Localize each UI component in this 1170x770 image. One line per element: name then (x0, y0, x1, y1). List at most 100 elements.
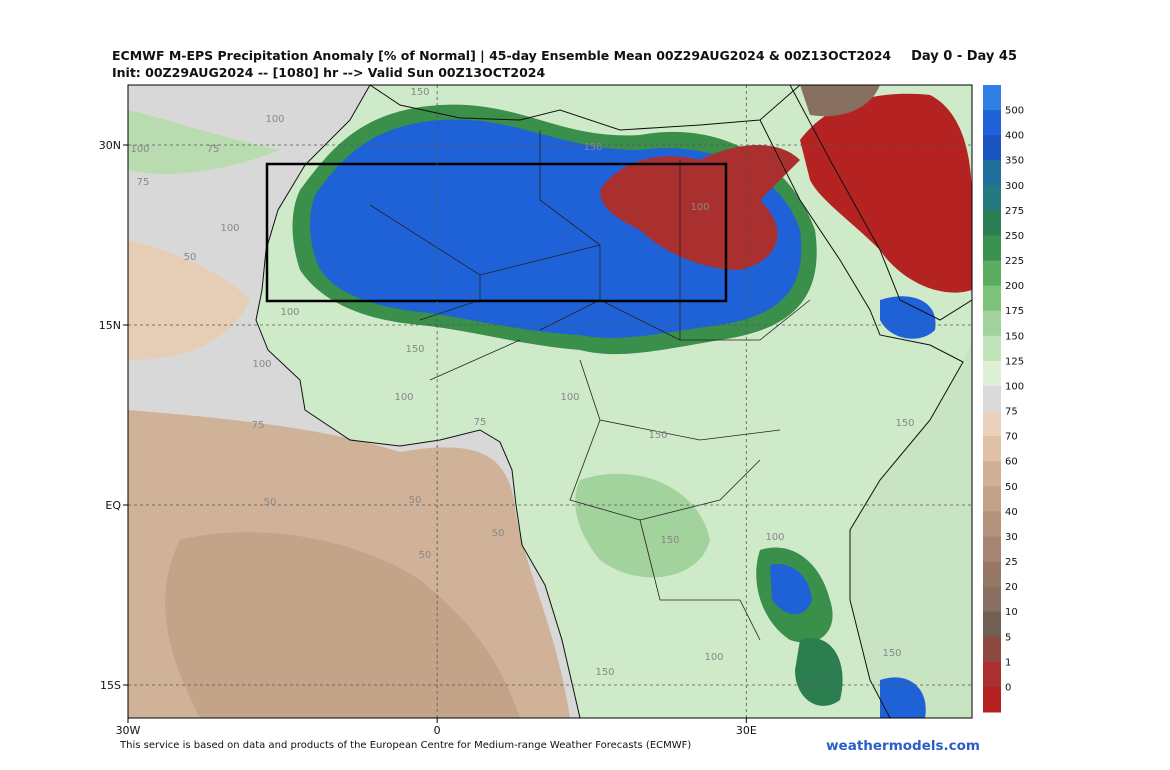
colorbar-swatch (983, 511, 1001, 537)
contour-label: 75 (137, 177, 150, 188)
colorbar-swatch (983, 536, 1001, 563)
colorbar-swatch (983, 586, 1001, 613)
lat-label: 15S (100, 679, 121, 692)
colorbar-label: 250 (1005, 231, 1024, 242)
colorbar-swatch (983, 110, 1001, 136)
colorbar-swatch (983, 385, 1001, 412)
colorbar-label: 100 (1005, 381, 1024, 392)
contour-label: 75 (474, 417, 487, 428)
contour-label: 150 (882, 648, 901, 659)
colorbar-swatch (983, 661, 1001, 688)
footer: This service is based on data and produc… (119, 740, 691, 751)
colorbar-label: 300 (1005, 181, 1024, 192)
colorbar-label: 75 (1005, 407, 1018, 418)
contour-label: 50 (184, 252, 197, 263)
borders (369, 130, 811, 641)
coastline-arabia (789, 85, 972, 321)
contour-label: 150 (405, 344, 424, 355)
colorbar-swatch (983, 310, 1001, 337)
colorbar-swatch (983, 636, 1001, 663)
contour-label: 50 (409, 495, 422, 506)
colorbar-label: 350 (1005, 156, 1024, 167)
colorbar-swatch (983, 486, 1001, 512)
coastline-north (369, 85, 801, 131)
colorbar-swatch (983, 160, 1001, 186)
contour-label: 50 (264, 497, 277, 508)
colorbar-label: 25 (1005, 557, 1018, 568)
contour-label: 100 (130, 144, 149, 155)
contour-label: 100 (394, 392, 413, 403)
contour-label: 100 (690, 202, 709, 213)
colorbar-swatch (983, 235, 1001, 262)
colorbar-label: 10 (1005, 607, 1018, 618)
contour-label: 75 (207, 144, 220, 155)
colorbar: 5004003503002752502252001751501251007570… (983, 85, 1024, 713)
dry-patch-sahara (600, 145, 800, 270)
colorbar-swatch (983, 335, 1001, 362)
coastline-west (255, 85, 581, 718)
wet-patch-yemen (880, 296, 936, 339)
colorbar-label: 500 (1005, 106, 1024, 117)
contour-label: 100 (220, 223, 239, 234)
contour-label: 100 (560, 392, 579, 403)
map-frame (127, 84, 973, 719)
colorbar-swatch (983, 210, 1001, 236)
contour-label: 100 (265, 114, 284, 125)
lat-label: 15N (99, 319, 121, 332)
colorbar-swatch (983, 686, 1001, 713)
colorbar-label: 70 (1005, 432, 1018, 443)
dry-patch-levant (800, 85, 880, 117)
colorbar-label: 30 (1005, 532, 1018, 543)
colorbar-label: 1 (1005, 657, 1011, 668)
contour-label: 100 (252, 359, 271, 370)
colorbar-label: 0 (1005, 682, 1011, 693)
contour-label: 100 (765, 532, 784, 543)
lon-label: 0 (434, 724, 441, 737)
lon-label: 30E (736, 724, 757, 737)
colorbar-swatch (983, 461, 1001, 487)
subtitle: Init: 00Z29AUG2024 -- [1080] hr --> Vali… (112, 65, 545, 80)
dry-core (165, 532, 520, 718)
title: ECMWF M-EPS Precipitation Anomaly [% of … (112, 48, 891, 63)
colorbar-label: 175 (1005, 306, 1024, 317)
lon-label: 30W (116, 724, 141, 737)
lat-label: 30N (99, 139, 121, 152)
dry-patch-atlantic (128, 240, 250, 360)
colorbar-swatch (983, 285, 1001, 312)
contour-label: 150 (895, 418, 914, 429)
colorbar-swatch (983, 185, 1001, 211)
lat-label: EQ (105, 499, 121, 512)
colorbar-label: 5 (1005, 632, 1011, 643)
wet-patch-mozambique (880, 677, 926, 718)
focus-box (265, 162, 728, 303)
ocean-east (850, 340, 972, 718)
contour-labels: 150 100 100 75 75 100 50 100 150 100 150 100 75 50 50 5… (130, 87, 914, 678)
colorbar-swatch (983, 561, 1001, 588)
contour-label: 50 (419, 550, 432, 561)
contour-label: 100 (704, 652, 723, 663)
colorbar-swatch (983, 436, 1001, 462)
colorbar-swatch (983, 411, 1001, 437)
contour-label: 100 (280, 307, 299, 318)
colorbar-label: 150 (1005, 331, 1024, 342)
period: Day 0 - Day 45 (911, 49, 1017, 64)
wet-core-east-africa (770, 564, 812, 615)
graticule: 30N 15N EQ 15S 30W 0 30E (99, 85, 972, 737)
colorbar-label: 125 (1005, 356, 1024, 367)
colorbar-swatch (983, 360, 1001, 387)
watermark: weathermodels.com (826, 738, 980, 754)
contour-label: 150 (660, 535, 679, 546)
map-field (128, 85, 972, 718)
colorbar-label: 400 (1005, 131, 1024, 142)
contour-label: 150 (595, 667, 614, 678)
colorbar-label: 50 (1005, 482, 1018, 493)
colorbar-label: 40 (1005, 507, 1018, 518)
dry-patch-arabia (800, 93, 972, 293)
colorbar-label: 60 (1005, 457, 1018, 468)
contour-label: 150 (583, 142, 602, 153)
colorbar-swatch (983, 260, 1001, 287)
wet-patch-congo (575, 473, 710, 578)
wet-patch-south (795, 638, 843, 706)
colorbar-label: 225 (1005, 256, 1024, 267)
